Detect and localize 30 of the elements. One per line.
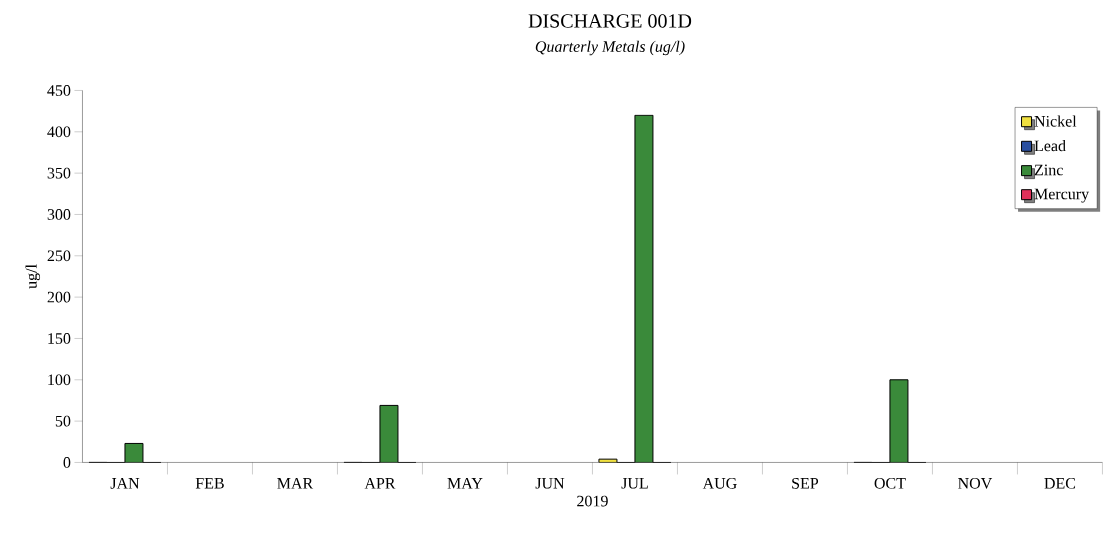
x-tick-label: APR xyxy=(364,477,396,489)
x-tick-label: OCT xyxy=(874,477,906,489)
x-tick-label: JUN xyxy=(535,477,565,489)
y-tick-label: 0 xyxy=(63,457,71,468)
legend-label: Mercury xyxy=(1034,188,1090,203)
x-tick-label: DEC xyxy=(1044,477,1076,489)
x-tick-label: NOV xyxy=(958,477,993,489)
y-tick-label: 50 xyxy=(55,415,71,427)
y-tick-label: 450 xyxy=(47,85,71,96)
y-tick-label: 250 xyxy=(47,250,71,262)
x-tick-label: AUG xyxy=(702,477,737,489)
x-tick-label: JAN xyxy=(110,477,140,489)
y-tick-label: 350 xyxy=(47,167,71,179)
x-tick-label: FEB xyxy=(195,477,224,489)
chart-title: DISCHARGE 001D xyxy=(528,14,692,28)
legend-label: Lead xyxy=(1034,140,1066,152)
x-tick-label: MAY xyxy=(447,477,483,489)
y-tick-label: 100 xyxy=(48,374,71,386)
x-tick-label: SEP xyxy=(792,477,819,489)
legend-label: Zinc xyxy=(1034,164,1063,176)
y-tick-label: 300 xyxy=(47,209,71,220)
x-tick-label: MAR xyxy=(277,477,314,489)
y-tick-label: 200 xyxy=(47,291,71,303)
y-axis-title: ug/l xyxy=(25,264,41,289)
legend-label: Nickel xyxy=(1034,115,1077,127)
chart-subtitle: Quarterly Metals (ug/l) xyxy=(535,40,685,56)
y-tick-label: 400 xyxy=(47,126,71,138)
x-axis-title: 2019 xyxy=(577,495,608,507)
y-tick-label: 150 xyxy=(48,333,71,344)
x-tick-label: JUL xyxy=(621,477,648,489)
